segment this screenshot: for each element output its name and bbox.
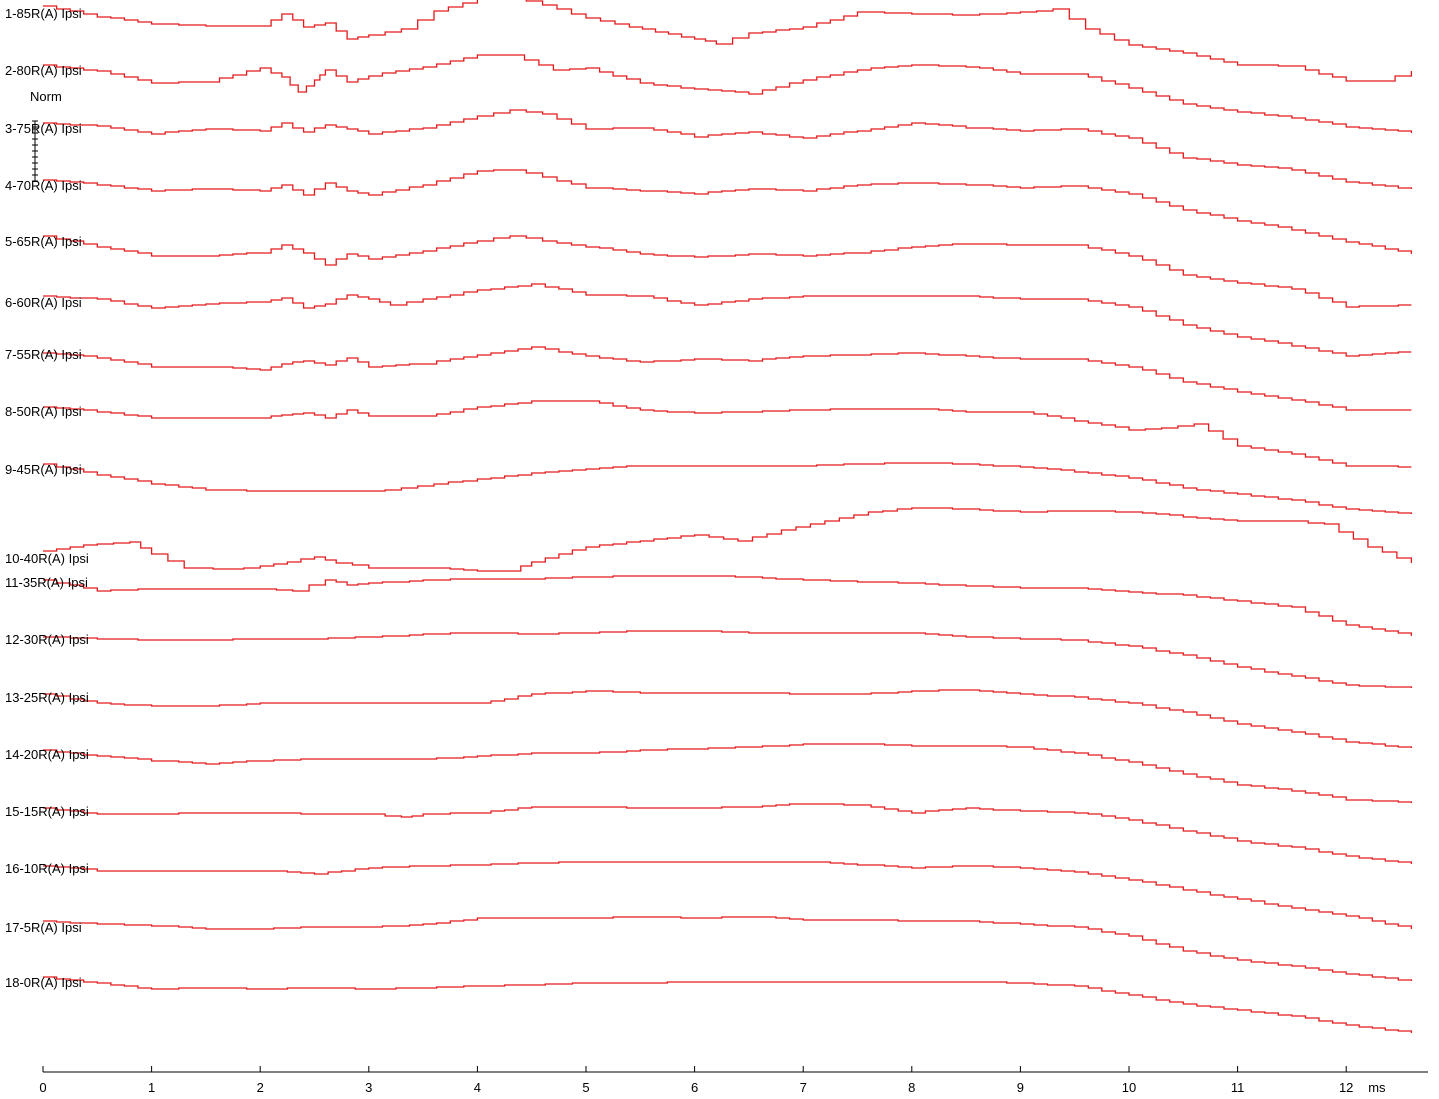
trace-13 [43, 689, 1413, 748]
trace-11 [43, 575, 1413, 636]
x-tick-label-1: 1 [148, 1080, 155, 1095]
trace-9 [43, 462, 1413, 514]
trace-8 [43, 400, 1412, 468]
trace-label-14: 14-20R(A) Ipsi [5, 747, 89, 762]
trace-label-17: 17-5R(A) Ipsi [5, 920, 82, 935]
trace-label-4: 4-70R(A) Ipsi [5, 178, 82, 193]
amplitude-scale-bar: Norm [30, 89, 62, 182]
x-tick-label-10: 10 [1122, 1080, 1136, 1095]
trace-1 [43, 0, 1413, 82]
trace-17 [43, 916, 1413, 981]
trace-label-2: 2-80R(A) Ipsi [5, 63, 82, 78]
trace-2 [43, 54, 1413, 133]
x-tick-label-5: 5 [582, 1080, 589, 1095]
x-unit-label: ms [1368, 1080, 1386, 1095]
x-tick-label-9: 9 [1017, 1080, 1024, 1095]
trace-7 [43, 346, 1412, 411]
trace-label-5: 5-65R(A) Ipsi [5, 234, 82, 249]
trace-5 [43, 235, 1412, 308]
trace-label-12: 12-30R(A) Ipsi [5, 632, 89, 647]
trace-label-3: 3-75R(A) Ipsi [5, 121, 82, 136]
trace-4 [43, 169, 1413, 254]
trace-label-9: 9-45R(A) Ipsi [5, 462, 82, 477]
trace-6 [43, 283, 1412, 357]
trace-label-7: 7-55R(A) Ipsi [5, 347, 82, 362]
x-tick-label-7: 7 [800, 1080, 807, 1095]
x-tick-label-0: 0 [39, 1080, 46, 1095]
trace-label-18: 18-0R(A) Ipsi [5, 975, 82, 990]
trace-label-15: 15-15R(A) Ipsi [5, 804, 89, 819]
x-tick-label-11: 11 [1231, 1080, 1245, 1095]
x-tick-label-6: 6 [691, 1080, 698, 1095]
trace-label-6: 6-60R(A) Ipsi [5, 295, 82, 310]
trace-16 [43, 861, 1413, 929]
x-tick-label-2: 2 [257, 1080, 264, 1095]
trace-label-10: 10-40R(A) Ipsi [5, 551, 89, 566]
trace-18 [43, 976, 1413, 1033]
trace-label-13: 13-25R(A) Ipsi [5, 690, 89, 705]
trace-15 [43, 803, 1413, 864]
trace-label-16: 16-10R(A) Ipsi [5, 861, 89, 876]
trace-group [43, 0, 1413, 1033]
trace-14 [43, 743, 1413, 803]
scale-label: Norm [30, 89, 62, 104]
trace-10 [43, 507, 1413, 572]
x-axis: 0 1 2 3 4 5 6 7 8 9 10 11 12 ms [39, 1066, 1428, 1095]
trace-label-8: 8-50R(A) Ipsi [5, 404, 82, 419]
x-tick-label-8: 8 [908, 1080, 915, 1095]
trace-label-11: 11-35R(A) Ipsi [5, 575, 88, 590]
x-tick-label-4: 4 [474, 1080, 481, 1095]
trace-label-group: 1-85R(A) Ipsi 2-80R(A) Ipsi 3-75R(A) Ipsi 4… [5, 6, 89, 990]
trace-12 [43, 630, 1413, 688]
x-tick-label-12: 12 [1339, 1080, 1353, 1095]
trace-label-1: 1-85R(A) Ipsi [5, 6, 82, 21]
x-tick-label-3: 3 [365, 1080, 372, 1095]
trace-3 [43, 109, 1413, 189]
